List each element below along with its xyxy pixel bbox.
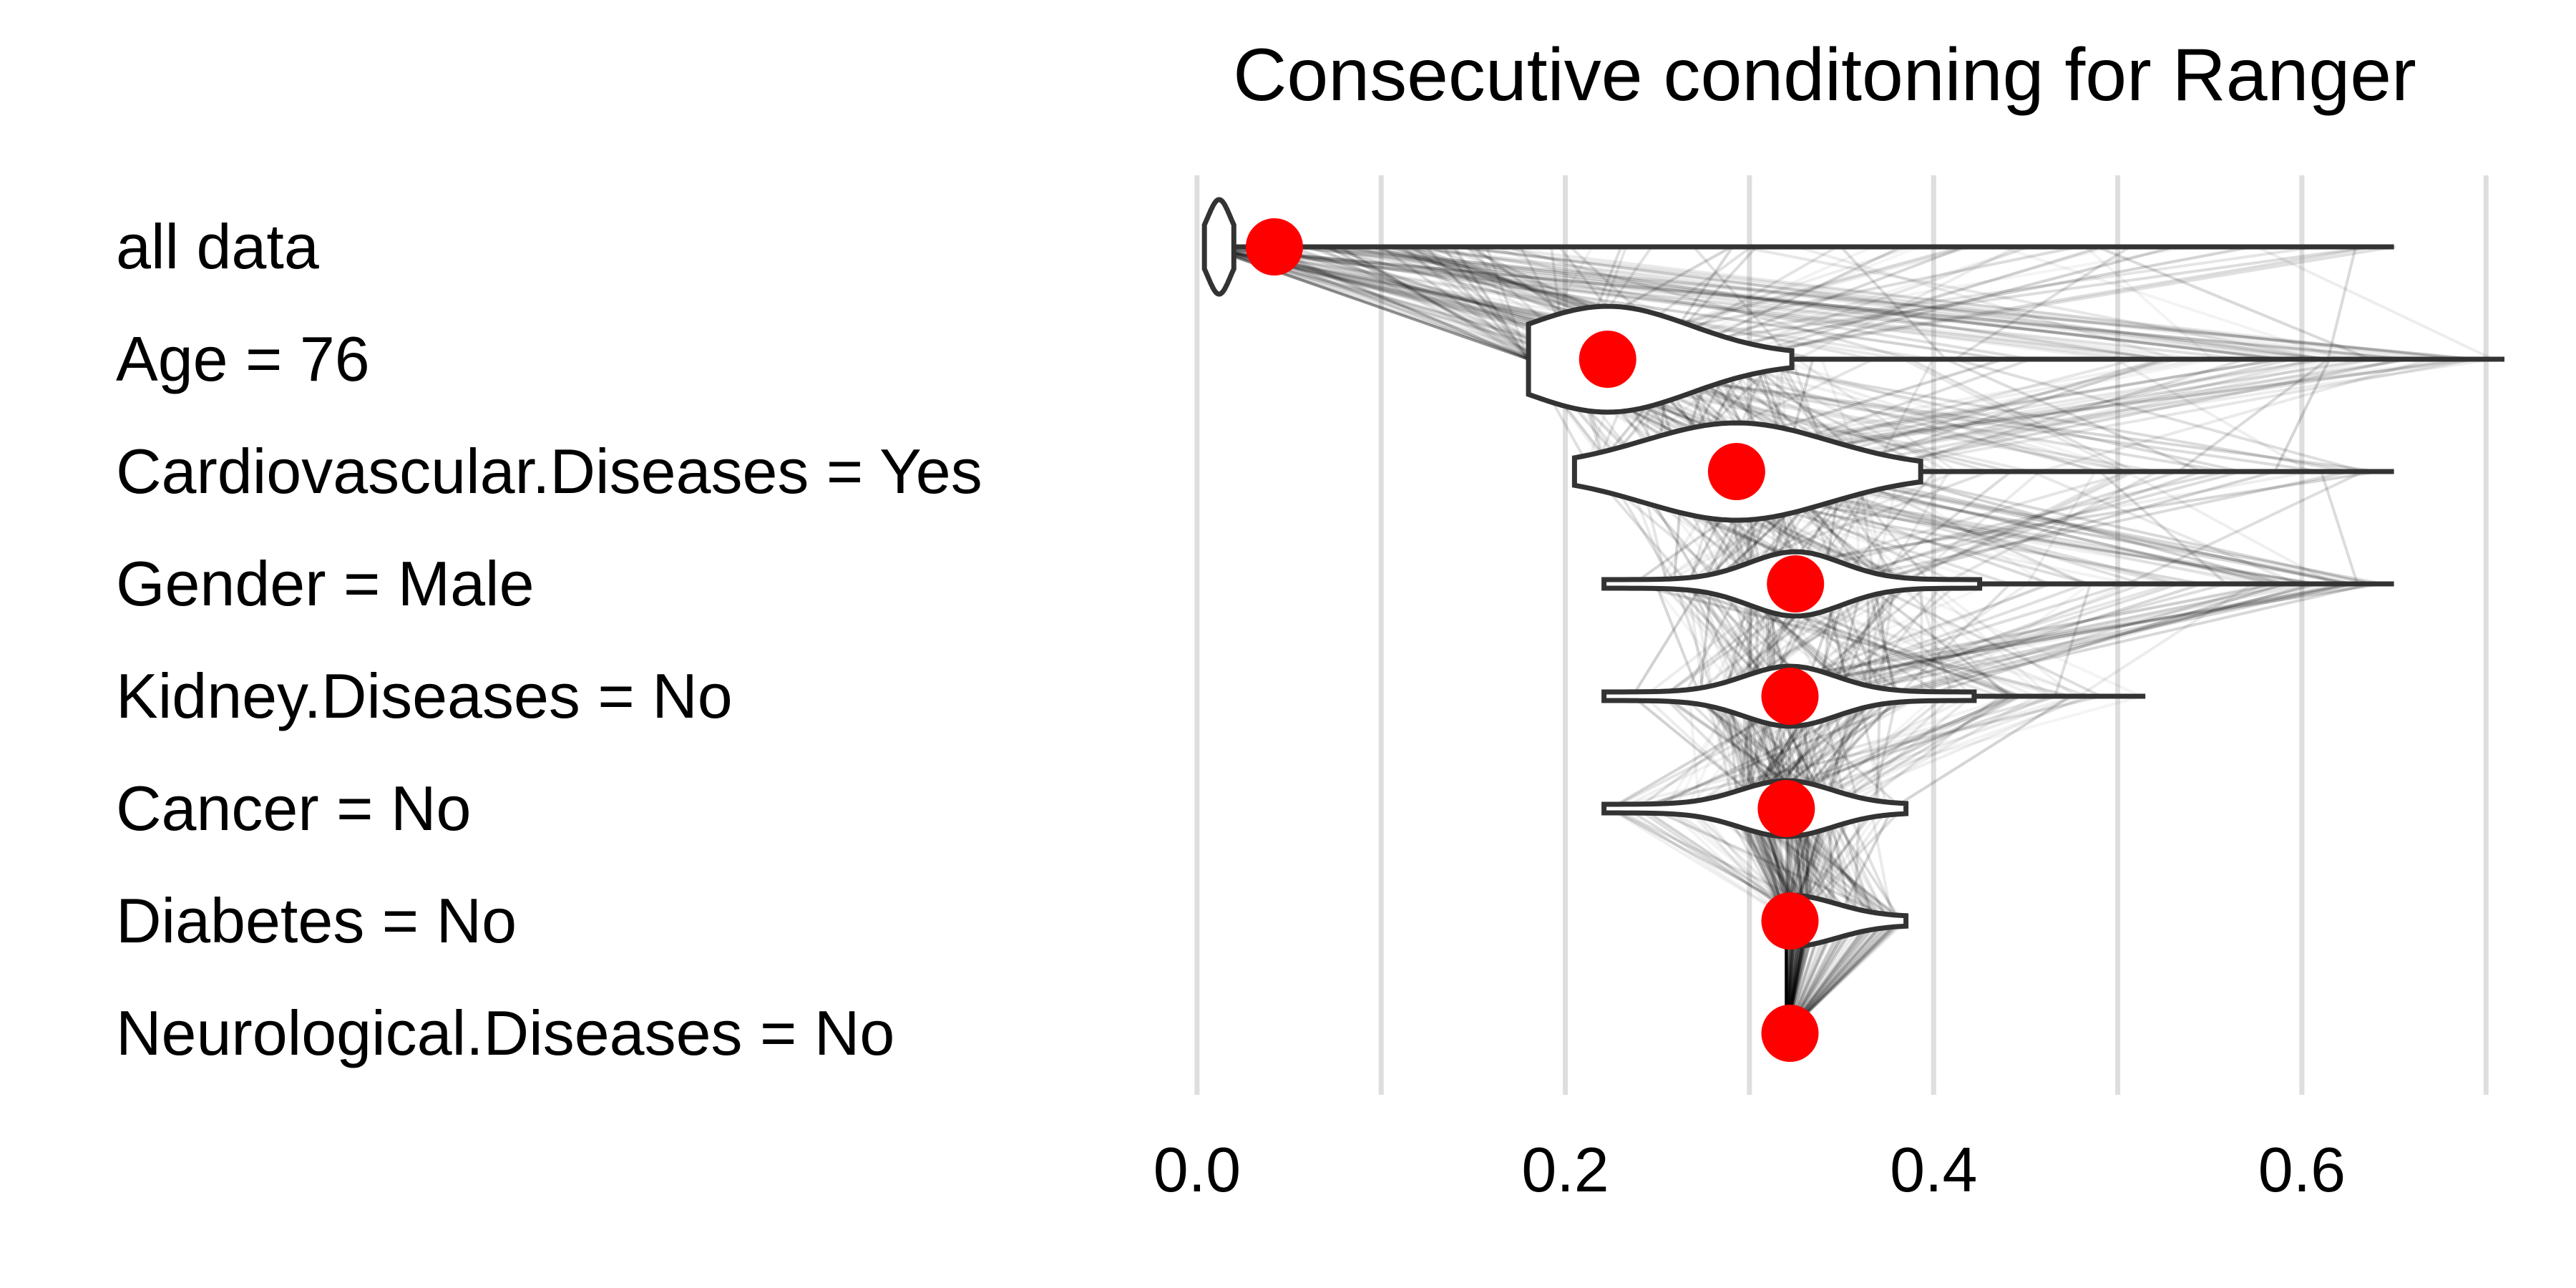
x-tick-label: 0.4 bbox=[1890, 1134, 1977, 1205]
observation-path bbox=[1204, 245, 1894, 1035]
row-label: Cancer = No bbox=[116, 773, 471, 844]
observation-path bbox=[1631, 245, 2324, 1035]
x-tick-label: 0.6 bbox=[2258, 1134, 2346, 1205]
observation-path bbox=[1439, 245, 1951, 1035]
observation-path bbox=[1445, 245, 2403, 1035]
violins bbox=[1201, 197, 2504, 950]
row-label: Kidney.Diseases = No bbox=[116, 660, 733, 731]
row-label: Cardiovascular.Diseases = Yes bbox=[116, 436, 982, 507]
row-label: Diabetes = No bbox=[116, 885, 517, 956]
observation-path bbox=[1204, 245, 2177, 1035]
row-label: Gender = Male bbox=[116, 548, 535, 619]
violin bbox=[1601, 778, 1909, 839]
prediction-point bbox=[1761, 1005, 1819, 1062]
observation-path bbox=[1704, 245, 2498, 1035]
prediction-point bbox=[1579, 331, 1636, 388]
prediction-point bbox=[1761, 892, 1819, 950]
violin bbox=[1201, 197, 1236, 297]
observation-path bbox=[1204, 245, 2074, 1035]
prediction-point bbox=[1767, 555, 1825, 613]
violin bbox=[1526, 303, 1795, 415]
row-label: all data bbox=[116, 211, 319, 282]
row-label: Age = 76 bbox=[116, 323, 370, 394]
violin bbox=[1783, 892, 1909, 950]
prediction-point bbox=[1707, 443, 1765, 500]
observation-path bbox=[1390, 245, 2458, 1035]
prediction-markers bbox=[1245, 218, 1825, 1062]
observation-path bbox=[1505, 245, 2138, 1035]
prediction-point bbox=[1761, 668, 1819, 725]
chart-title: Consecutive conditoning for Ranger bbox=[1233, 34, 2416, 117]
x-tick-label: 0.0 bbox=[1153, 1134, 1241, 1205]
prediction-point bbox=[1757, 780, 1815, 837]
observation-path bbox=[1397, 245, 2315, 1035]
observation-path bbox=[1204, 245, 2230, 1035]
row-label: Neurological.Diseases = No bbox=[116, 997, 894, 1068]
observation-path bbox=[1342, 245, 2280, 1035]
x-axis-ticks: 0.0 0.2 0.4 0.6 bbox=[1153, 1134, 2346, 1205]
observation-path bbox=[1488, 245, 2431, 1035]
prediction-point bbox=[1245, 218, 1303, 275]
row-labels: all data Age = 76 Cardiovascular.Diseases … bbox=[116, 211, 982, 1068]
x-tick-label: 0.2 bbox=[1521, 1134, 1609, 1205]
